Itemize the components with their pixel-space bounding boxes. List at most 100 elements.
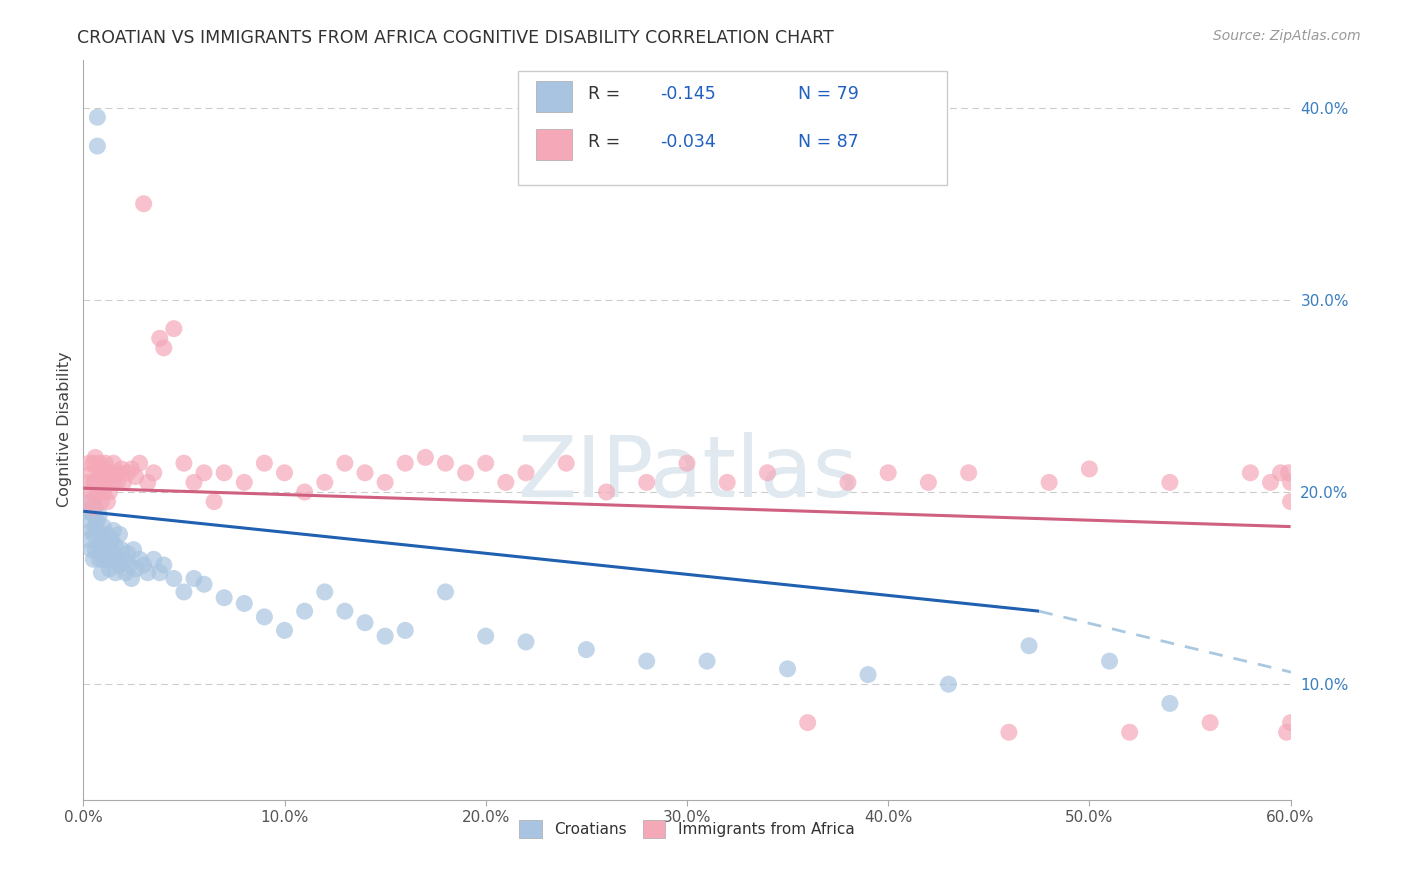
Point: [110, 542, 132, 557]
Text: R =: R =: [588, 85, 626, 103]
Point: [837, 475, 859, 490]
Point: [82, 456, 104, 470]
Point: [96, 494, 118, 508]
Point: [82, 552, 104, 566]
Point: [595, 485, 617, 500]
Point: [454, 466, 477, 480]
Point: [122, 542, 145, 557]
Point: [555, 456, 578, 470]
Point: [76, 475, 98, 490]
Text: N = 87: N = 87: [799, 133, 859, 151]
Point: [212, 466, 235, 480]
Point: [354, 615, 377, 630]
Point: [434, 456, 457, 470]
Point: [998, 725, 1021, 739]
Point: [84, 500, 107, 515]
Point: [98, 469, 121, 483]
Point: [1270, 466, 1292, 480]
Point: [90, 494, 112, 508]
Point: [112, 552, 135, 566]
Point: [121, 462, 143, 476]
Point: [515, 466, 537, 480]
Point: [1279, 715, 1302, 730]
Point: [1038, 475, 1060, 490]
Point: [233, 597, 256, 611]
Point: [1239, 466, 1261, 480]
Point: [82, 500, 104, 515]
Point: [121, 572, 143, 586]
Point: [716, 475, 738, 490]
Point: [575, 642, 598, 657]
Point: [354, 466, 377, 480]
Point: [93, 519, 115, 533]
Point: [93, 462, 115, 476]
Point: [1279, 494, 1302, 508]
Point: [374, 475, 396, 490]
Point: [90, 527, 112, 541]
Point: [193, 466, 215, 480]
Point: [79, 494, 101, 508]
Point: [108, 527, 131, 541]
Point: [1279, 475, 1302, 490]
Point: [117, 547, 139, 561]
Point: [128, 456, 150, 470]
Point: [96, 527, 118, 541]
Point: [80, 494, 103, 508]
Point: [474, 456, 496, 470]
Point: [183, 475, 205, 490]
Point: [1018, 639, 1040, 653]
Point: [917, 475, 939, 490]
Point: [1078, 462, 1101, 476]
Point: [132, 558, 155, 572]
Point: [173, 585, 195, 599]
Point: [104, 539, 127, 553]
Text: N = 79: N = 79: [799, 85, 859, 103]
Point: [394, 456, 416, 470]
Point: [856, 667, 879, 681]
Point: [253, 456, 276, 470]
Point: [100, 552, 122, 566]
Point: [1199, 715, 1222, 730]
Point: [89, 552, 111, 566]
Point: [415, 450, 437, 465]
Point: [104, 466, 127, 480]
Point: [86, 139, 108, 153]
Point: [98, 562, 121, 576]
Point: [374, 629, 396, 643]
Point: [136, 566, 159, 580]
Point: [636, 654, 658, 668]
Point: [84, 519, 107, 533]
Point: [474, 629, 496, 643]
Point: [103, 524, 125, 538]
Point: [84, 475, 107, 490]
Point: [103, 547, 125, 561]
Point: [152, 558, 174, 572]
Point: [94, 475, 117, 490]
Point: [107, 552, 129, 566]
Point: [108, 466, 131, 480]
Point: [434, 585, 457, 599]
Point: [756, 466, 779, 480]
Point: [142, 552, 165, 566]
Point: [676, 456, 699, 470]
Point: [636, 475, 658, 490]
Point: [79, 514, 101, 528]
Point: [79, 456, 101, 470]
Point: [124, 562, 146, 576]
Point: [80, 524, 103, 538]
Point: [103, 456, 125, 470]
Point: [128, 552, 150, 566]
Point: [1275, 725, 1298, 739]
Point: [1159, 475, 1181, 490]
Point: [1277, 466, 1299, 480]
Point: [333, 456, 356, 470]
Point: [515, 635, 537, 649]
Point: [110, 462, 132, 476]
Point: [80, 485, 103, 500]
Point: [294, 604, 316, 618]
Text: R =: R =: [588, 133, 626, 151]
Point: [212, 591, 235, 605]
Point: [273, 624, 295, 638]
Point: [89, 508, 111, 522]
Point: [193, 577, 215, 591]
